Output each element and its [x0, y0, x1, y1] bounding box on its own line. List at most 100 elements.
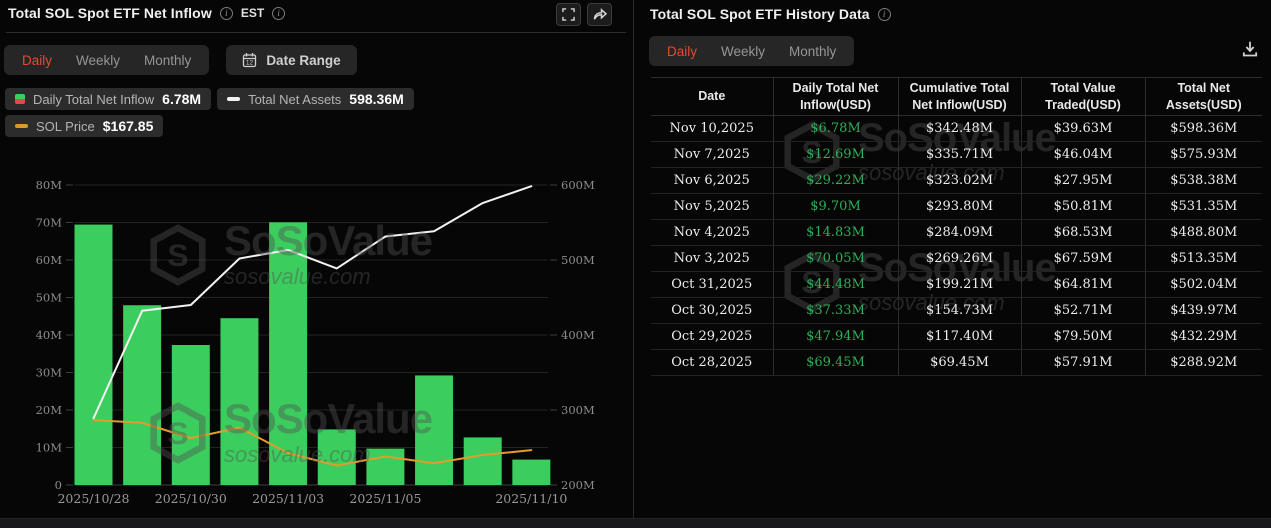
right-axis-label: 200M	[561, 478, 595, 492]
right-axis-label: 300M	[561, 403, 595, 417]
candle-icon	[15, 94, 25, 104]
info-icon[interactable]: i	[219, 6, 233, 20]
download-button[interactable]	[1241, 40, 1259, 61]
value-traded-cell: $27.95M	[1020, 167, 1145, 194]
sol-price-line	[92, 419, 533, 467]
col-header-assets: Total Net Assets(USD)	[1144, 77, 1262, 116]
date-range-label: Date Range	[266, 52, 341, 68]
table-row: Nov 5,2025 $9.70M $293.80M $50.81M $531.35M	[651, 193, 1262, 220]
inflow-bar-2025/11/07[interactable]	[463, 437, 502, 485]
date-cell: Nov 6,2025	[651, 167, 773, 194]
orange-dash-icon	[15, 124, 28, 128]
tab-daily[interactable]: Daily	[10, 47, 64, 74]
x-axis-label: 2025/11/03	[252, 491, 324, 506]
date-cell: Oct 31,2025	[651, 271, 773, 298]
net-assets-cell: $513.35M	[1144, 245, 1262, 272]
tab-monthly[interactable]: Monthly	[132, 47, 203, 74]
header-divider	[6, 32, 626, 33]
daily-inflow-cell: $47.94M	[772, 323, 898, 350]
left-axis-label: 60M	[36, 253, 63, 267]
inflow-bar-2025/11/06[interactable]	[415, 375, 454, 485]
timezone-label: EST	[240, 6, 265, 20]
cumulative-inflow-cell: $293.80M	[897, 193, 1021, 220]
info-icon[interactable]: i	[877, 7, 891, 21]
inflow-bar-2025/10/31[interactable]	[220, 318, 259, 485]
value-traded-cell: $39.63M	[1020, 115, 1145, 142]
net-assets-cell: $531.35M	[1144, 193, 1262, 220]
chart-period-tabs: Daily Weekly Monthly	[4, 45, 210, 75]
inflow-bar-2025/11/10[interactable]	[512, 459, 551, 485]
net-assets-cell: $598.36M	[1144, 115, 1262, 142]
left-axis-label: 40M	[36, 328, 63, 342]
legend-sol-price[interactable]: SOL Price $167.85	[5, 115, 164, 137]
calendar-icon: 12	[243, 53, 257, 68]
inflow-bar-2025/10/30[interactable]	[171, 345, 210, 485]
net-assets-cell: $488.80M	[1144, 219, 1262, 246]
share-button[interactable]	[587, 3, 612, 26]
table-panel-title: Total SOL Spot ETF History Data	[650, 6, 870, 22]
col-header-traded: Total Value Traded(USD)	[1020, 77, 1145, 116]
cumulative-inflow-cell: $335.71M	[897, 141, 1021, 168]
chart-legend-row-1: Daily Total Net Inflow 6.78M Total Net A…	[5, 88, 414, 110]
inflow-bar-2025/10/29[interactable]	[123, 305, 162, 485]
etf-history-table: Date Daily Total Net Inflow(USD) Cumulat…	[651, 77, 1262, 376]
tab-weekly[interactable]: Weekly	[64, 47, 132, 74]
net-assets-line	[92, 185, 533, 420]
col-header-cumulative: Cumulative Total Net Inflow(USD)	[897, 77, 1021, 116]
left-axis-label: 30M	[36, 366, 63, 380]
col-header-daily: Daily Total Net Inflow(USD)	[772, 77, 898, 116]
tab-weekly[interactable]: Weekly	[709, 38, 777, 65]
cumulative-inflow-cell: $69.45M	[897, 349, 1021, 376]
date-range-button[interactable]: 12 Date Range	[226, 45, 357, 75]
bottom-scroll-strip[interactable]	[0, 518, 1271, 528]
cumulative-inflow-cell: $117.40M	[897, 323, 1021, 350]
svg-text:12: 12	[246, 60, 254, 67]
legend-total-net-assets[interactable]: Total Net Assets 598.36M	[217, 88, 414, 110]
legend-daily-net-inflow[interactable]: Daily Total Net Inflow 6.78M	[5, 88, 212, 110]
col-header-date: Date	[651, 77, 773, 116]
cumulative-inflow-cell: $342.48M	[897, 115, 1021, 142]
inflow-bar-2025/11/04[interactable]	[317, 429, 356, 485]
table-row: Oct 28,2025 $69.45M $69.45M $57.91M $288.92M	[651, 349, 1262, 376]
table-row: Oct 30,2025 $37.33M $154.73M $52.71M $439.97…	[651, 297, 1262, 324]
net-assets-cell: $538.38M	[1144, 167, 1262, 194]
inflow-bar-2025/11/05[interactable]	[366, 448, 405, 485]
x-axis-label: 2025/11/10	[495, 491, 567, 506]
legend-value: 6.78M	[162, 91, 202, 107]
tab-daily[interactable]: Daily	[655, 38, 709, 65]
legend-label: Total Net Assets	[248, 91, 342, 107]
daily-inflow-cell: $69.45M	[772, 349, 898, 376]
value-traded-cell: $64.81M	[1020, 271, 1145, 298]
chart-legend-row-2: SOL Price $167.85	[5, 115, 164, 137]
x-axis-label: 2025/10/30	[155, 491, 227, 506]
inflow-bar-2025/11/03[interactable]	[269, 222, 308, 485]
inflow-chart[interactable]: 0 10M 20M 30M 40M 50M 60M 70M 80M 200M 300M 400M 500…	[0, 0, 633, 518]
info-icon[interactable]: i	[272, 6, 286, 20]
value-traded-cell: $50.81M	[1020, 193, 1145, 220]
download-icon	[1242, 41, 1258, 57]
table-period-tabs: Daily Weekly Monthly	[649, 36, 855, 66]
value-traded-cell: $57.91M	[1020, 349, 1145, 376]
value-traded-cell: $67.59M	[1020, 245, 1145, 272]
tab-monthly[interactable]: Monthly	[777, 38, 848, 65]
date-cell: Nov 7,2025	[651, 141, 773, 168]
value-traded-cell: $52.71M	[1020, 297, 1145, 324]
legend-label: Daily Total Net Inflow	[33, 91, 155, 107]
date-cell: Nov 4,2025	[651, 219, 773, 246]
chart-panel-title: Total SOL Spot ETF Net Inflow	[8, 5, 212, 21]
table-controls: Daily Weekly Monthly	[649, 36, 855, 66]
fullscreen-button[interactable]	[556, 3, 581, 26]
cumulative-inflow-cell: $323.02M	[897, 167, 1021, 194]
daily-inflow-cell: $14.83M	[772, 219, 898, 246]
left-axis-label: 50M	[36, 291, 63, 305]
date-cell: Nov 10,2025	[651, 115, 773, 142]
date-cell: Oct 30,2025	[651, 297, 773, 324]
net-assets-cell: $288.92M	[1144, 349, 1262, 376]
legend-value: $167.85	[102, 118, 154, 134]
chart-panel-header: Total SOL Spot ETF Net Inflow i EST i	[8, 5, 286, 21]
net-assets-cell: $439.97M	[1144, 297, 1262, 324]
table-row: Nov 6,2025 $29.22M $323.02M $27.95M $538.38M	[651, 167, 1262, 194]
inflow-bar-2025/10/28[interactable]	[74, 224, 113, 485]
right-axis-label: 500M	[561, 253, 595, 267]
